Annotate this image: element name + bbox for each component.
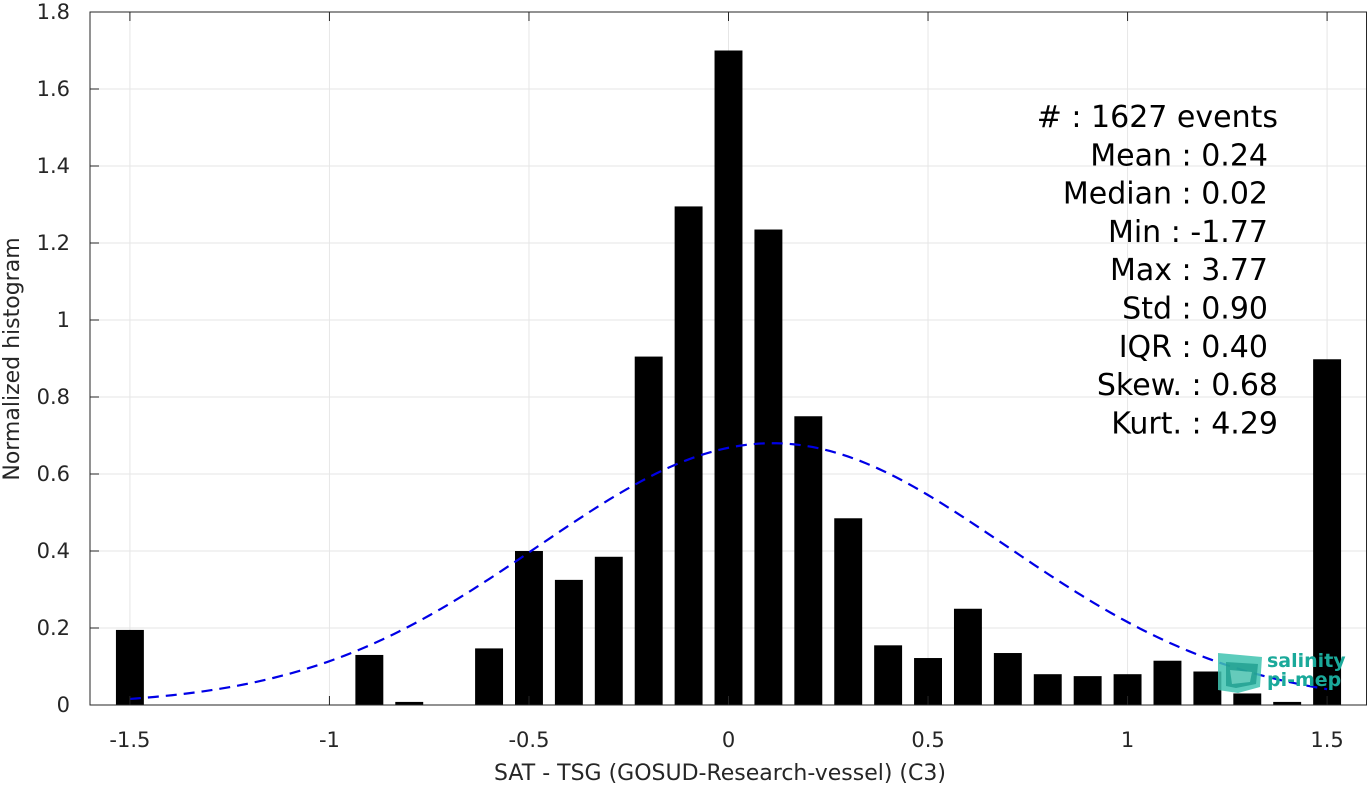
histogram-bar [953,608,982,705]
histogram-bar [1033,674,1062,705]
histogram-bar [1073,676,1102,705]
logo-text-line1: salinity [1267,650,1346,672]
histogram-bar [594,556,623,705]
stat-line: Mean : 0.24 [1090,138,1268,173]
histogram-bar [395,701,424,705]
stat-line: Median : 0.02 [1063,177,1268,212]
y-tick-label: 0.8 [37,385,70,409]
histogram-bar [1313,359,1342,705]
histogram-bar [794,416,823,705]
histogram-bar [874,645,903,705]
x-tick-label: 1.5 [1310,728,1343,752]
gaussian-fit [129,442,1328,701]
stat-line: Min : -1.77 [1108,215,1268,250]
stat-line: Max : 3.77 [1110,253,1268,288]
x-tick-labels: -1.5 -1 -0.5 0 0.5 1 1.5 [109,728,1343,752]
x-tick-label: 1 [1121,728,1134,752]
x-tick-label: 0 [722,728,735,752]
salinity-pimep-logo: salinity pi-mep [1218,650,1346,693]
histogram-bar [515,551,543,705]
gaussian-fit-line [129,442,1328,701]
x-tick-label: -1 [319,728,340,752]
histogram-bar [754,229,783,705]
histogram-bar [1153,660,1182,705]
y-tick-label: 1.6 [37,77,70,101]
histogram-bar [355,654,384,705]
histogram-bar [1233,693,1262,705]
histogram-bar [714,50,743,705]
y-tick-label: 0.2 [37,616,70,640]
x-tick-label: -0.5 [508,728,549,752]
stat-line: Kurt. : 4.29 [1111,406,1278,441]
histogram-bar [834,518,863,705]
y-tick-label: 0.6 [37,462,70,486]
y-tick-labels: 0 0.2 0.4 0.6 0.8 1 1.2 1.4 1.6 1.8 [37,0,70,717]
histogram-bar [634,356,663,705]
bars [115,50,1342,706]
y-tick-label: 1.8 [37,0,70,24]
y-tick-label: 1.2 [37,231,70,255]
y-axis-label: Normalized histogram [0,237,25,480]
stat-line: # : 1627 events [1037,100,1278,135]
histogram-bar [993,653,1022,705]
histogram-bar [115,629,144,705]
histogram-bar [1193,671,1222,705]
stat-line: IQR : 0.40 [1119,330,1268,365]
y-tick-label: 1 [57,308,70,332]
histogram-bar [475,648,504,705]
logo-text-line2: pi-mep [1267,669,1341,691]
logo-mark-icon [1218,653,1262,693]
stat-line: Std : 0.90 [1122,292,1268,327]
y-tick-label: 0 [57,693,70,717]
x-tick-label: 0.5 [911,728,944,752]
x-tick-label: -1.5 [109,728,150,752]
histogram-bar [1273,701,1302,705]
stat-line: Skew. : 0.68 [1097,368,1278,403]
ticks [90,11,1328,706]
y-tick-label: 0.4 [37,539,70,563]
histogram-bar [674,206,703,706]
histogram-bar [554,579,583,705]
x-axis-label: SAT - TSG (GOSUD-Research-vessel) (C3) [494,761,946,785]
y-tick-label: 1.4 [37,154,70,178]
